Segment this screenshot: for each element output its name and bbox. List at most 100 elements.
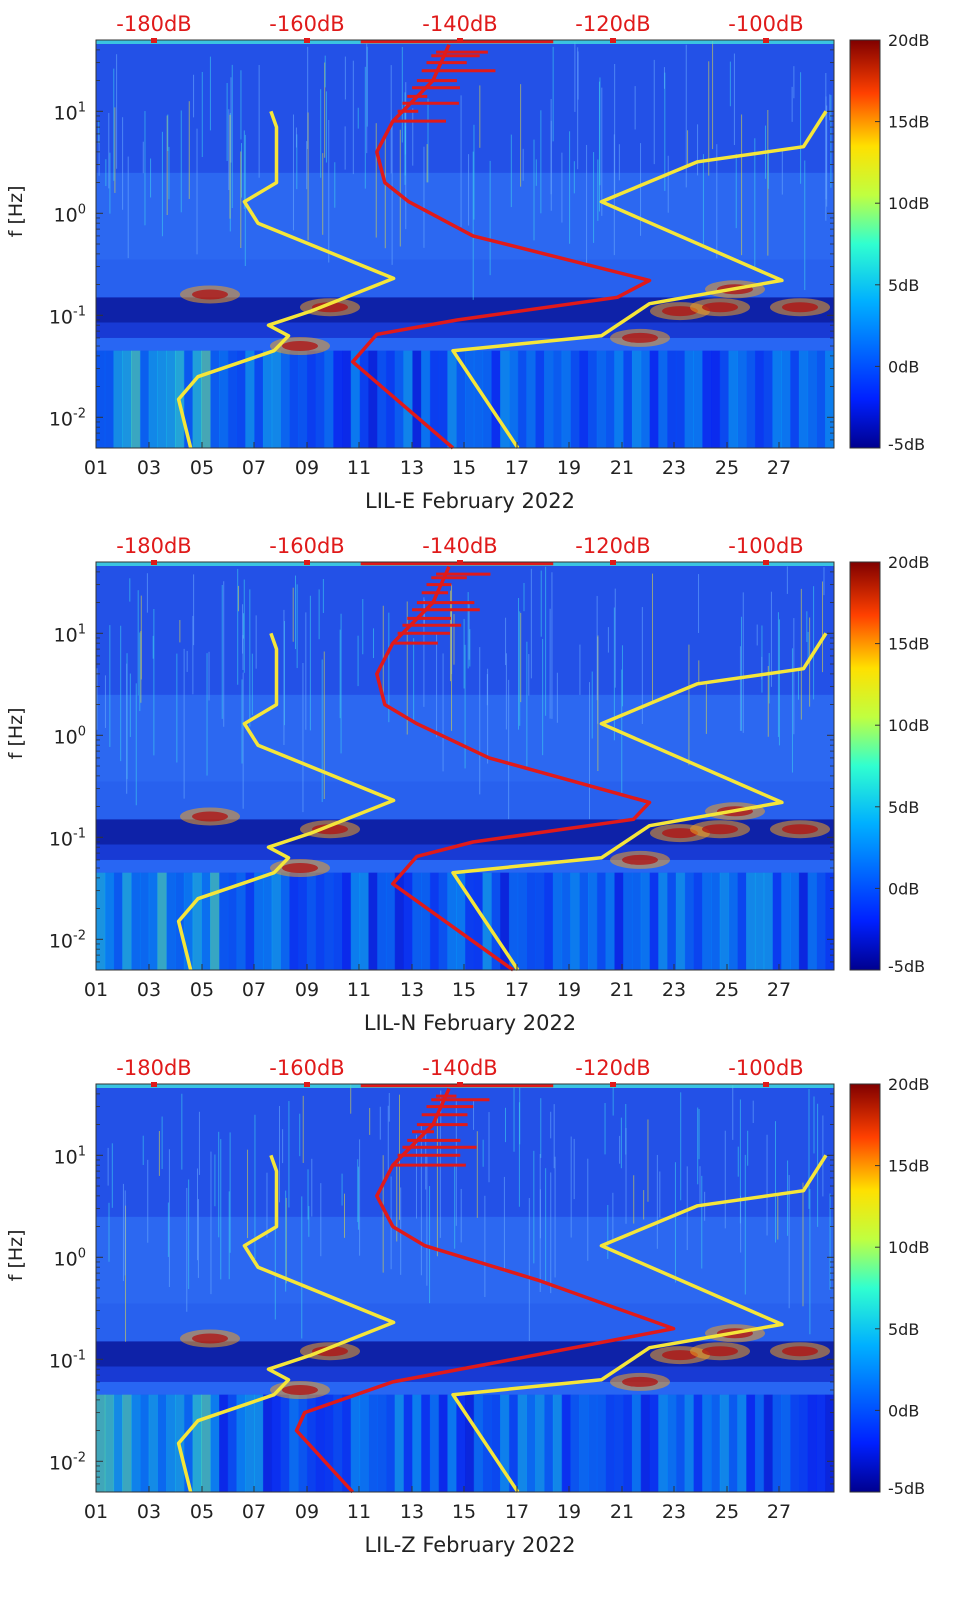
- heatmap-column: [763, 350, 773, 448]
- heatmap-column: [737, 350, 747, 448]
- heatmap-column: [772, 1394, 782, 1492]
- heatmap-column: [298, 350, 308, 448]
- heatmap-column: [605, 1394, 615, 1492]
- top-axis-db-tick: [763, 1082, 769, 1087]
- heatmap-column: [280, 350, 290, 448]
- heatmap-column: [385, 1394, 396, 1492]
- heatmap-column: [429, 1394, 440, 1492]
- x-tick-label: 05: [190, 1501, 214, 1523]
- heatmap-column: [702, 350, 712, 448]
- y-axis-label: f [Hz]: [5, 1229, 27, 1281]
- x-tick-label: 01: [84, 979, 108, 1001]
- top-axis-db-tick: [763, 38, 769, 43]
- y-tick-label: 101: [54, 1144, 86, 1168]
- x-tick-label: 09: [295, 457, 319, 479]
- colorbar-tick-label: 20dB: [888, 31, 930, 50]
- y-tick-label: 10-1: [49, 1348, 86, 1372]
- x-tick-label: 13: [400, 457, 424, 479]
- heatmap-column: [236, 872, 246, 970]
- colorbar-tick-label: 5dB: [888, 1320, 919, 1339]
- x-tick-label: 17: [505, 1501, 529, 1523]
- x-tick-label: 27: [767, 457, 791, 479]
- heatmap-column: [166, 872, 176, 970]
- heatmap-column: [359, 350, 369, 448]
- x-tick-label: 09: [295, 979, 319, 1001]
- heatmap-column: [684, 350, 694, 448]
- top-axis-db-label: -160dB: [269, 1056, 344, 1080]
- heatmap-column: [623, 1394, 633, 1492]
- heatmap-column: [245, 872, 255, 970]
- heatmap-column: [719, 350, 730, 448]
- heatmap-column: [96, 350, 106, 448]
- heatmap-column: [447, 1394, 457, 1492]
- heatmap-hotspot: [782, 302, 818, 313]
- top-axis-db-label: -120dB: [575, 1056, 650, 1080]
- heatmap-column: [728, 1394, 738, 1492]
- spectrogram-panel-lil-z: 01 03 05 07 09 11 13 15 17 19 21 23 25 27 LIL-Z Februa…: [5, 1056, 930, 1557]
- heatmap-column: [798, 1394, 809, 1492]
- heatmap-column: [350, 350, 361, 448]
- heatmap-column: [104, 350, 115, 448]
- heatmap-column: [306, 1394, 317, 1492]
- spectrogram-panel-lil-e: 01 03 05 07 09 11 13 15 17 19 21 23 25 27 LIL-E Februa…: [5, 12, 930, 513]
- heatmap-column: [552, 1394, 563, 1492]
- station-psd-curve: [375, 565, 652, 972]
- heatmap-column: [746, 872, 756, 970]
- station-psd-curve: [294, 1087, 676, 1494]
- heatmap-band: [96, 1084, 834, 1217]
- colorbar-tick-label: 20dB: [888, 1075, 930, 1094]
- heatmap-column: [772, 350, 782, 448]
- x-tick-label: 03: [137, 979, 161, 1001]
- heatmap-column: [447, 872, 457, 970]
- heatmap-column: [588, 1394, 598, 1492]
- heatmap-column: [631, 350, 642, 448]
- x-axis-label: LIL-N February 2022: [364, 1011, 576, 1035]
- heatmap-column: [500, 350, 510, 448]
- heatmap-column: [201, 1394, 211, 1492]
- heatmap-column: [746, 1394, 756, 1492]
- y-tick-label: 10-2: [49, 406, 86, 430]
- heatmap-column: [421, 350, 431, 448]
- heatmap-column: [675, 1394, 686, 1492]
- heatmap-image: [96, 562, 835, 970]
- heatmap-column: [816, 350, 826, 448]
- colorbar-tick-label: 10dB: [888, 1238, 930, 1257]
- heatmap-column: [570, 350, 580, 448]
- heatmap-column: [210, 872, 220, 970]
- heatmap-column: [754, 1394, 765, 1492]
- heatmap-column: [342, 350, 352, 448]
- heatmap-column: [535, 872, 545, 970]
- x-tick-label: 11: [347, 1501, 371, 1523]
- heatmap-column: [702, 872, 712, 970]
- heatmap-column: [737, 1394, 747, 1492]
- heatmap-column: [359, 1394, 369, 1492]
- heatmap-column: [596, 872, 607, 970]
- heatmap-hotspot: [782, 824, 818, 835]
- x-tick-label: 23: [662, 1501, 686, 1523]
- heatmap-column: [412, 872, 422, 970]
- heatmap-column: [693, 350, 703, 448]
- top-axis-db-label: -160dB: [269, 534, 344, 558]
- y-axis-label: f [Hz]: [5, 707, 27, 759]
- heatmap-hotspot: [702, 824, 738, 835]
- heatmap-column: [561, 872, 571, 970]
- top-axis-db-label: -120dB: [575, 534, 650, 558]
- heatmap-column: [772, 872, 782, 970]
- heatmap-column: [465, 350, 475, 448]
- colorbar-tick-label: 5dB: [888, 276, 919, 295]
- heatmap-column: [210, 1394, 220, 1492]
- x-axis-label: LIL-E February 2022: [365, 489, 575, 513]
- colorbar-tick-label: 0dB: [888, 1401, 919, 1420]
- heatmap-image: [96, 40, 835, 448]
- heatmap-column: [790, 350, 800, 448]
- heatmap-column: [166, 350, 176, 448]
- heatmap-column: [816, 1394, 826, 1492]
- heatmap-column: [667, 350, 677, 448]
- heatmap-column: [623, 350, 633, 448]
- heatmap-column: [227, 350, 238, 448]
- top-axis-db-label: -180dB: [116, 12, 191, 36]
- y-tick-label: 101: [54, 622, 86, 646]
- top-axis-db-tick: [457, 38, 463, 43]
- heatmap-column: [438, 350, 448, 448]
- heatmap-column: [157, 350, 167, 448]
